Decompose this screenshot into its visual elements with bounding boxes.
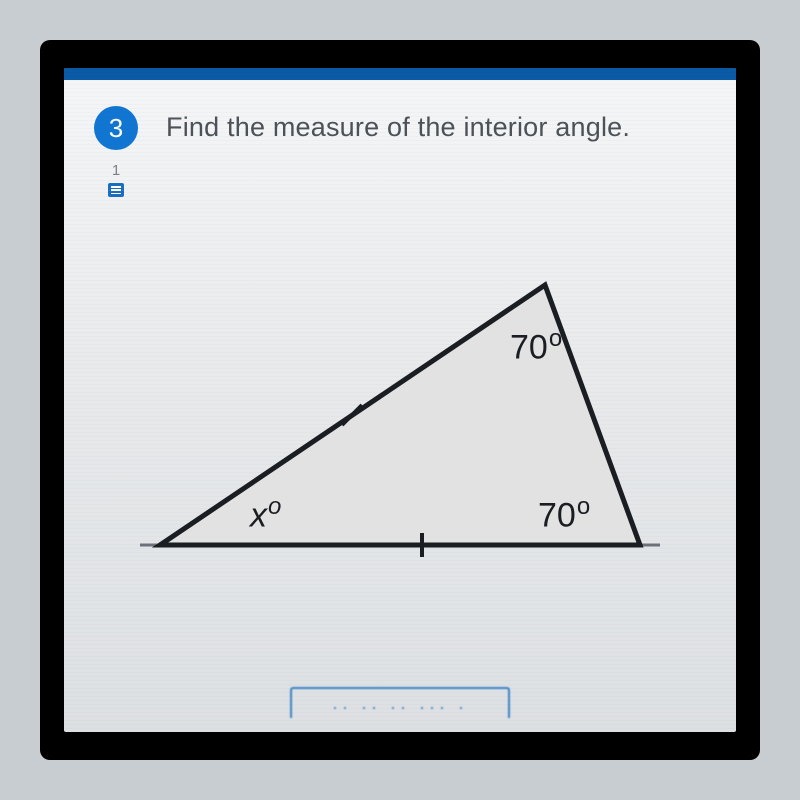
angle-label-right: 70o <box>538 493 590 535</box>
photo-frame: 3 1 Find the measure of the interior ang… <box>40 40 760 760</box>
angle-right-value: 70 <box>538 496 576 534</box>
question-subnumber: 1 <box>112 162 120 179</box>
screen: 3 1 Find the measure of the interior ang… <box>64 68 736 732</box>
degree-symbol: o <box>268 493 281 520</box>
triangle-figure: 70o 70o xo <box>140 255 660 575</box>
question-header: 3 1 Find the measure of the interior ang… <box>64 80 736 205</box>
question-badge-column: 3 1 <box>94 106 138 197</box>
show-work-button[interactable]: ·· ·· ·· ··· · <box>290 687 510 718</box>
question-number-badge: 3 <box>94 106 138 150</box>
angle-label-left: xo <box>250 493 281 535</box>
rubric-icon[interactable] <box>108 183 124 197</box>
angle-left-value: x <box>250 496 267 534</box>
question-number: 3 <box>109 113 123 144</box>
angle-top-value: 70 <box>510 328 548 366</box>
degree-symbol: o <box>577 493 590 520</box>
window-topbar <box>64 68 736 80</box>
question-prompt: Find the measure of the interior angle. <box>166 106 630 143</box>
show-work-text: ·· ·· ·· ··· · <box>332 697 468 717</box>
angle-label-top: 70o <box>510 325 562 367</box>
degree-symbol: o <box>549 325 562 352</box>
